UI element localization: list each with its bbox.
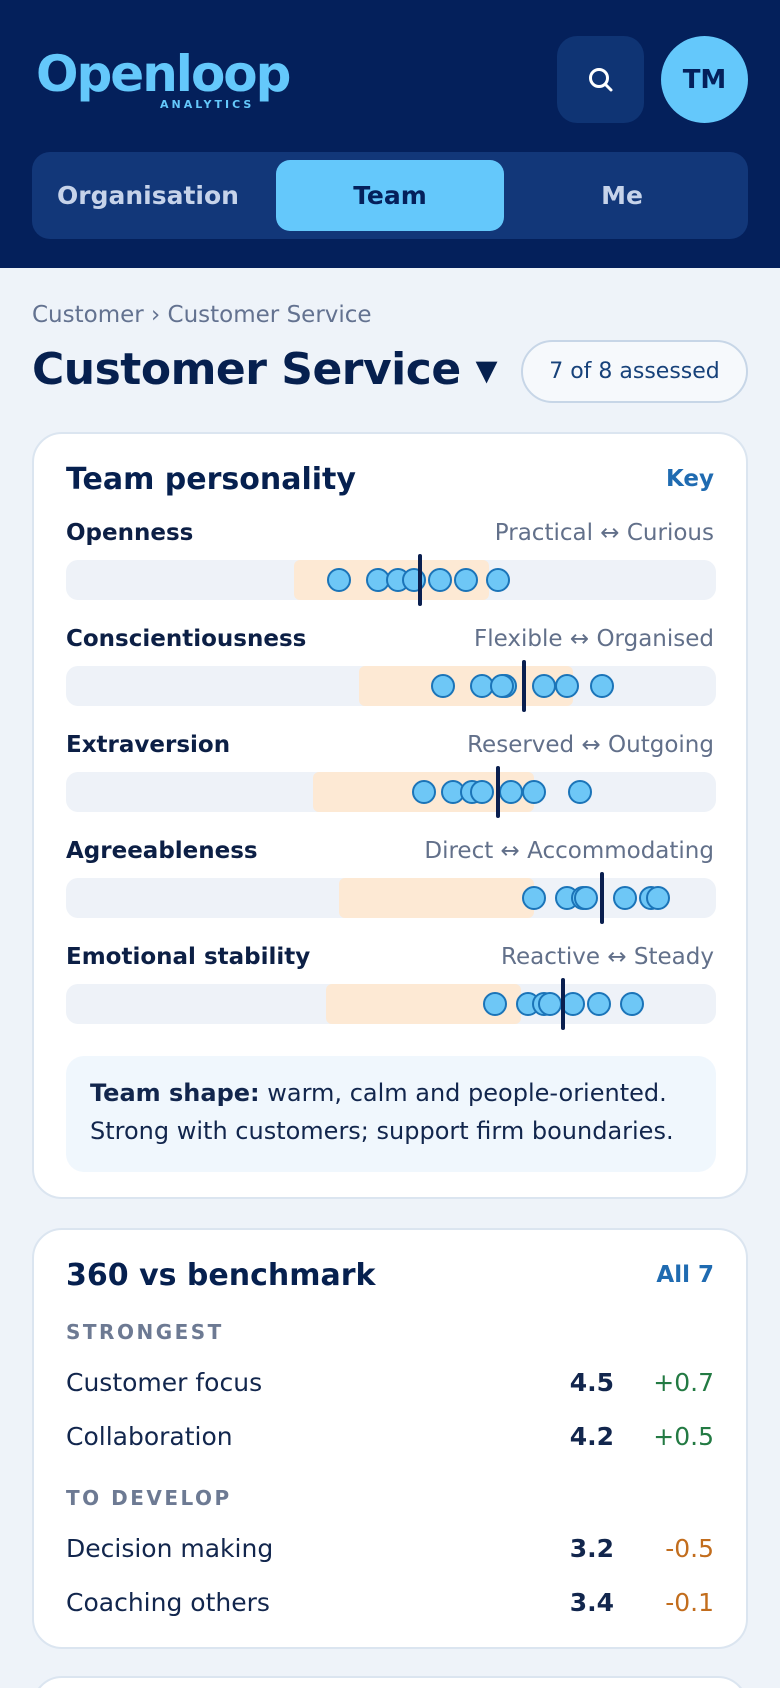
member-score-dot[interactable]: [411, 780, 436, 804]
member-score-dot[interactable]: [574, 886, 598, 910]
view-tabs: Organisation Team Me: [32, 152, 748, 239]
trait-range-label: Direct ↔ Accommodating: [424, 838, 714, 864]
trait-scale-track: [66, 766, 716, 818]
member-score-dot[interactable]: [489, 674, 514, 698]
team-personality-card: Team personality Key Openness Practical ↔…: [32, 432, 748, 1199]
app-header: Openloop ANALYTICS TM Organisation Team …: [0, 0, 780, 268]
benchmark-row-delta: -0.5: [665, 1534, 714, 1563]
trait-range-label: Practical ↔ Curious: [494, 520, 714, 546]
benchmark-row-name: Collaboration: [66, 1422, 233, 1451]
develop-label: TO DEVELOP: [66, 1486, 232, 1510]
team-selector-title[interactable]: Customer Service ▾: [32, 344, 498, 395]
tab-team[interactable]: Team: [276, 160, 504, 231]
benchmark-row-score: 4.2: [569, 1422, 614, 1451]
user-avatar[interactable]: TM: [661, 36, 748, 123]
benchmark-row-name: Decision making: [66, 1534, 274, 1563]
openloop-logo[interactable]: Openloop ANALYTICS: [36, 45, 291, 116]
strongest-label: STRONGEST: [66, 1320, 224, 1344]
trait-scale-track: [66, 660, 716, 712]
next-card: [32, 1676, 748, 1688]
breadcrumb[interactable]: Customer › Customer Service: [32, 302, 372, 328]
team-mean-marker: [561, 978, 566, 1030]
trait-name: Extraversion: [66, 732, 231, 758]
trait-range-label: Reactive ↔ Steady: [501, 944, 714, 970]
benchmark-row-name: Coaching others: [66, 1588, 270, 1617]
benchmark-row-delta: -0.1: [665, 1588, 714, 1617]
card-title: 360 vs benchmark: [66, 1258, 376, 1293]
benchmark-row-score: 3.4: [569, 1588, 614, 1617]
team-mean-marker: [496, 766, 501, 818]
member-score-dot[interactable]: [567, 780, 592, 804]
member-score-dot[interactable]: [327, 568, 351, 592]
trait-scale-track: [66, 978, 716, 1030]
team-shape-summary: Team shape: warm, calm and people-orient…: [66, 1056, 716, 1172]
benchmark-row-score: 3.2: [569, 1534, 614, 1563]
all-link[interactable]: All 7: [656, 1262, 714, 1288]
summary-text-line2: Strong with customers; support firm boun…: [90, 1117, 674, 1145]
member-score-dot[interactable]: [590, 674, 615, 698]
tab-organisation[interactable]: Organisation: [57, 181, 239, 210]
member-score-dot[interactable]: [431, 674, 455, 698]
trait-scale-track: [66, 554, 716, 606]
member-score-dot[interactable]: [587, 992, 611, 1016]
team-mean-marker: [418, 554, 423, 606]
member-score-dot[interactable]: [613, 886, 637, 910]
trait-range-label: Reserved ↔ Outgoing: [467, 732, 714, 758]
benchmark-band: [339, 878, 534, 918]
card-title: Team personality: [66, 462, 356, 497]
member-score-dot[interactable]: [538, 992, 563, 1016]
member-score-dot[interactable]: [531, 674, 556, 698]
team-mean-marker: [600, 872, 605, 924]
logo-subtitle: ANALYTICS: [160, 98, 255, 111]
trait-range-label: Flexible ↔ Organised: [474, 626, 714, 652]
trait-name: Openness: [66, 520, 194, 546]
tab-me[interactable]: Me: [601, 181, 643, 210]
member-score-dot[interactable]: [470, 780, 494, 804]
member-score-dot[interactable]: [619, 992, 644, 1016]
trait-name: Emotional stability: [66, 944, 311, 970]
member-score-dot[interactable]: [522, 780, 546, 804]
member-score-dot[interactable]: [401, 568, 426, 592]
member-score-dot[interactable]: [554, 674, 579, 698]
trait-scale-track: [66, 872, 716, 924]
key-link[interactable]: Key: [665, 466, 714, 492]
benchmark-row-delta: +0.7: [653, 1368, 714, 1397]
assessed-badge: 7 of 8 assessed: [521, 340, 748, 403]
logo-wordmark: Openloop: [36, 45, 291, 103]
member-score-dot[interactable]: [522, 886, 546, 910]
summary-label: Team shape:: [90, 1079, 260, 1107]
search-button[interactable]: [557, 36, 644, 123]
member-score-dot[interactable]: [483, 992, 507, 1016]
member-score-dot[interactable]: [645, 886, 670, 910]
benchmark-card: 360 vs benchmark All 7 STRONGEST Custome…: [32, 1228, 748, 1649]
member-score-dot[interactable]: [453, 568, 478, 592]
search-icon: [588, 67, 612, 91]
benchmark-row-delta: +0.5: [653, 1422, 714, 1451]
member-score-dot[interactable]: [486, 568, 511, 592]
summary-text-line1: warm, calm and people-oriented.: [259, 1079, 667, 1107]
team-mean-marker: [522, 660, 527, 712]
member-score-dot[interactable]: [427, 568, 452, 592]
benchmark-row-name: Customer focus: [66, 1368, 263, 1397]
trait-name: Conscientiousness: [66, 626, 307, 652]
benchmark-row-score: 4.5: [569, 1368, 614, 1397]
trait-name: Agreeableness: [66, 838, 258, 864]
